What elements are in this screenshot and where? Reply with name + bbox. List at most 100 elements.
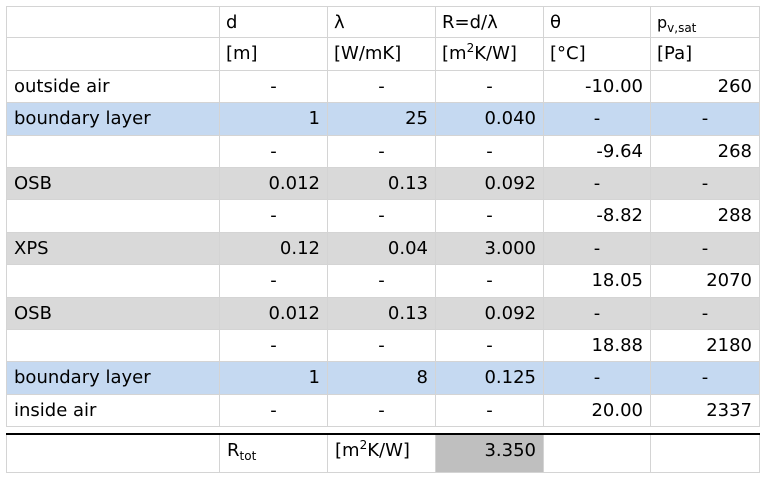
cell-lambda[interactable]: - xyxy=(328,70,436,104)
cell-lambda[interactable]: - xyxy=(328,135,436,168)
cell-r[interactable]: 0.092 xyxy=(436,297,544,330)
cell-name[interactable] xyxy=(6,330,220,363)
cell-value: - xyxy=(378,205,385,227)
cell-name[interactable] xyxy=(6,265,220,298)
cell-name[interactable]: OSB xyxy=(6,297,220,330)
cell-name[interactable]: boundary layer xyxy=(6,362,220,395)
cell-r[interactable]: - xyxy=(436,70,544,104)
cell-name[interactable]: OSB xyxy=(6,168,220,201)
cell-value: 268 xyxy=(717,140,752,162)
total-row: Rtot [m2K/W] 3.350 xyxy=(6,434,760,473)
cell-r[interactable]: 3.000 xyxy=(436,232,544,266)
unit-theta-label: [°C] xyxy=(550,43,586,65)
cell-psat[interactable]: 2180 xyxy=(651,330,760,363)
header-cell-psat[interactable]: pv,sat xyxy=(651,6,760,39)
cell-r[interactable]: - xyxy=(436,394,544,428)
cell-lambda[interactable]: - xyxy=(328,200,436,233)
cell-psat[interactable]: - xyxy=(651,168,760,201)
cell-d[interactable]: - xyxy=(220,200,328,233)
cell-theta[interactable]: - xyxy=(544,103,651,136)
cell-name[interactable]: inside air xyxy=(6,394,220,428)
cell-lambda[interactable]: 0.13 xyxy=(328,168,436,201)
total-cell-empty-psat[interactable] xyxy=(651,434,760,473)
cell-theta[interactable]: -10.00 xyxy=(544,70,651,104)
cell-lambda[interactable]: 0.04 xyxy=(328,232,436,266)
cell-psat[interactable]: 288 xyxy=(651,200,760,233)
header-cell-theta[interactable]: θ xyxy=(544,6,651,39)
cell-d[interactable]: - xyxy=(220,394,328,428)
cell-value: - xyxy=(593,173,601,194)
cell-d[interactable]: 0.012 xyxy=(220,297,328,330)
header-cell-empty[interactable] xyxy=(6,6,220,39)
total-unit-cell[interactable]: [m2K/W] xyxy=(328,434,436,473)
cell-d[interactable]: 1 xyxy=(220,103,328,136)
unit-cell-lambda[interactable]: [W/mK] xyxy=(328,38,436,71)
cell-value: - xyxy=(378,140,385,162)
cell-psat[interactable]: - xyxy=(651,297,760,330)
unit-cell-psat[interactable]: [Pa] xyxy=(651,38,760,71)
cell-theta[interactable]: -8.82 xyxy=(544,200,651,233)
header-row-symbols: d λ R=d/λ θ pv,sat xyxy=(6,6,760,39)
cell-name[interactable]: outside air xyxy=(6,70,220,104)
cell-psat[interactable]: - xyxy=(651,103,760,136)
unit-cell-empty[interactable] xyxy=(6,38,220,71)
cell-theta[interactable]: -9.64 xyxy=(544,135,651,168)
cell-name[interactable]: XPS xyxy=(6,232,220,266)
cell-r[interactable]: - xyxy=(436,265,544,298)
cell-name[interactable] xyxy=(6,135,220,168)
cell-lambda[interactable]: 25 xyxy=(328,103,436,136)
cell-r[interactable]: 0.040 xyxy=(436,103,544,136)
cell-d[interactable]: - xyxy=(220,135,328,168)
cell-value: 3.000 xyxy=(484,237,536,259)
total-label-cell[interactable]: Rtot xyxy=(220,434,328,473)
cell-r[interactable]: 0.092 xyxy=(436,168,544,201)
header-cell-d[interactable]: d xyxy=(220,6,328,39)
cell-value: 0.092 xyxy=(484,173,536,194)
total-unit-superscript: 2 xyxy=(359,437,368,452)
cell-lambda[interactable]: 0.13 xyxy=(328,297,436,330)
unit-cell-theta[interactable]: [°C] xyxy=(544,38,651,71)
cell-d[interactable]: - xyxy=(220,70,328,104)
cell-lambda[interactable]: - xyxy=(328,394,436,428)
cell-r[interactable]: - xyxy=(436,135,544,168)
cell-theta[interactable]: 18.88 xyxy=(544,330,651,363)
cell-name[interactable]: boundary layer xyxy=(6,103,220,136)
cell-theta[interactable]: - xyxy=(544,362,651,395)
cell-lambda[interactable]: 8 xyxy=(328,362,436,395)
cell-lambda[interactable]: - xyxy=(328,330,436,363)
cell-theta[interactable]: - xyxy=(544,168,651,201)
cell-r[interactable]: - xyxy=(436,200,544,233)
total-cell-empty-theta[interactable] xyxy=(544,434,651,473)
cell-psat[interactable]: 260 xyxy=(651,70,760,104)
cell-theta[interactable]: 18.05 xyxy=(544,265,651,298)
cell-psat[interactable]: 2337 xyxy=(651,394,760,428)
cell-theta[interactable]: 20.00 xyxy=(544,394,651,428)
cell-r[interactable]: 0.125 xyxy=(436,362,544,395)
cell-name[interactable] xyxy=(6,200,220,233)
cell-psat[interactable]: 2070 xyxy=(651,265,760,298)
total-value-cell[interactable]: 3.350 xyxy=(436,434,544,473)
cell-d[interactable]: - xyxy=(220,330,328,363)
unit-cell-r[interactable]: [m2K/W] xyxy=(436,38,544,71)
cell-d[interactable]: 1 xyxy=(220,362,328,395)
header-cell-r[interactable]: R=d/λ xyxy=(436,6,544,39)
table-row: boundary layer 1 25 0.040 - - xyxy=(6,103,760,136)
cell-psat[interactable]: 268 xyxy=(651,135,760,168)
header-cell-lambda[interactable]: λ xyxy=(328,6,436,39)
cell-value: 1 xyxy=(308,367,320,389)
total-cell-empty[interactable] xyxy=(6,434,220,473)
cell-theta[interactable]: - xyxy=(544,297,651,330)
cell-d[interactable]: - xyxy=(220,265,328,298)
cell-value: 0.13 xyxy=(387,173,428,194)
cell-lambda[interactable]: - xyxy=(328,265,436,298)
cell-theta[interactable]: - xyxy=(544,232,651,266)
cell-d[interactable]: 0.012 xyxy=(220,168,328,201)
cell-r[interactable]: - xyxy=(436,330,544,363)
cell-psat[interactable]: - xyxy=(651,362,760,395)
unit-cell-d[interactable]: [m] xyxy=(220,38,328,71)
cell-psat[interactable]: - xyxy=(651,232,760,266)
cell-d[interactable]: 0.12 xyxy=(220,232,328,266)
cell-value: - xyxy=(270,399,277,421)
cell-value: 2180 xyxy=(706,335,752,356)
cell-value: boundary layer xyxy=(14,367,151,389)
